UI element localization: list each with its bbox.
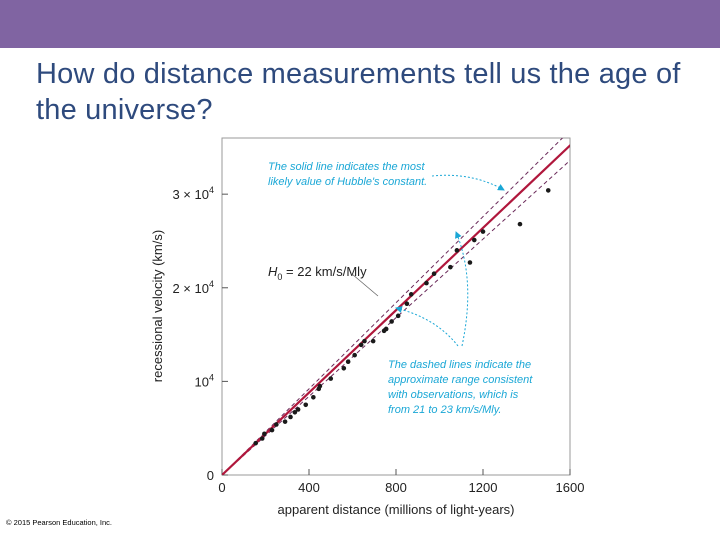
data-point-12 <box>317 383 323 389</box>
header-band <box>0 0 720 48</box>
x-tick-label-1: 400 <box>298 480 320 495</box>
x-axis: 0 400 800 1200 1600 <box>218 469 584 495</box>
data-point-29 <box>467 260 473 265</box>
annotation-bottom: The dashed lines indicate the approximat… <box>388 359 535 416</box>
data-points <box>253 188 597 446</box>
annotation-top-line2: likely value of Hubble's constant. <box>268 176 427 188</box>
y-tick-exponent-3: 4 <box>209 185 214 195</box>
y-tick-exponent-1: 4 <box>209 372 214 382</box>
data-point-13 <box>328 376 334 381</box>
data-point-31 <box>472 237 477 243</box>
lower-range-line <box>222 159 570 475</box>
data-point-22 <box>389 319 394 324</box>
x-tick-label-4: 1600 <box>556 480 585 495</box>
data-point-25 <box>408 292 414 297</box>
y-tick-mantissa-2: 2 × 10 <box>172 281 209 296</box>
y-tick-mantissa-1: 10 <box>195 374 209 389</box>
hubble-constant-label: H0 = 22 km/s/Mly <box>268 264 367 282</box>
data-point-27 <box>431 271 437 277</box>
y-tick-label-2: 2 × 104 <box>172 279 214 296</box>
data-point-9 <box>303 402 309 408</box>
data-point-3 <box>269 427 275 433</box>
data-point-30 <box>454 248 460 253</box>
hubble-subscript: 0 <box>277 272 282 282</box>
data-point-6 <box>288 414 293 420</box>
data-point-0 <box>253 440 259 446</box>
annotation-bottom-line3: with observations, which is <box>388 389 519 401</box>
copyright-notice: © 2015 Pearson Education, Inc. <box>6 518 113 527</box>
data-point-17 <box>358 342 364 348</box>
data-point-8 <box>295 407 301 412</box>
x-tick-label-2: 800 <box>385 480 407 495</box>
annotation-bottom-line4: from 21 to 23 km/s/Mly. <box>388 404 502 416</box>
y-tick-mantissa-0: 0 <box>207 468 214 483</box>
annotation-top: The solid line indicates the most likely… <box>268 161 428 188</box>
data-point-1 <box>259 436 265 441</box>
data-point-34 <box>545 188 551 193</box>
data-point-28 <box>448 264 453 270</box>
data-point-7 <box>292 409 298 415</box>
data-point-21 <box>383 326 389 332</box>
x-tick-label-0: 0 <box>218 480 225 495</box>
data-point-10 <box>311 395 316 400</box>
upper-range-line <box>222 138 564 475</box>
y-tick-label-0: 0 <box>207 468 214 483</box>
annotation-top-line1: The solid line indicates the most <box>268 161 425 173</box>
data-point-14 <box>341 365 347 371</box>
y-axis-label: recessional velocity (km/s) <box>150 230 165 382</box>
data-point-33 <box>517 221 523 227</box>
hubble-value: = 22 km/s/Mly <box>282 264 367 279</box>
data-point-18 <box>362 338 367 344</box>
annotation-bottom-arrow-lower <box>395 306 459 347</box>
data-point-16 <box>352 352 357 358</box>
data-point-4 <box>274 422 279 427</box>
data-point-35 <box>592 194 597 199</box>
data-point-19 <box>370 338 376 344</box>
y-tick-label-3: 3 × 104 <box>172 185 214 202</box>
x-axis-label: apparent distance (millions of light-yea… <box>278 502 515 517</box>
y-tick-mantissa-3: 3 × 10 <box>172 187 209 202</box>
slide-title: How do distance measurements tell us the… <box>36 58 681 126</box>
data-point-2 <box>262 431 267 437</box>
hubble-label-leader <box>351 273 379 297</box>
y-tick-label-1: 104 <box>195 372 214 389</box>
annotation-top-arrow <box>431 174 505 191</box>
annotation-bottom-arrow-upper <box>455 231 469 347</box>
data-point-15 <box>345 359 351 365</box>
data-point-24 <box>404 301 410 306</box>
hubble-fit-line <box>222 143 570 475</box>
annotation-bottom-line1: The dashed lines indicate the <box>388 359 531 371</box>
data-point-5 <box>282 419 288 424</box>
x-tick-label-3: 1200 <box>469 480 498 495</box>
hubble-symbol: H <box>268 264 278 279</box>
data-point-32 <box>480 229 486 234</box>
annotation-bottom-line2: approximate range consistent <box>388 374 533 386</box>
data-point-26 <box>424 280 429 286</box>
y-tick-exponent-2: 4 <box>209 279 214 289</box>
data-point-23 <box>395 313 401 319</box>
